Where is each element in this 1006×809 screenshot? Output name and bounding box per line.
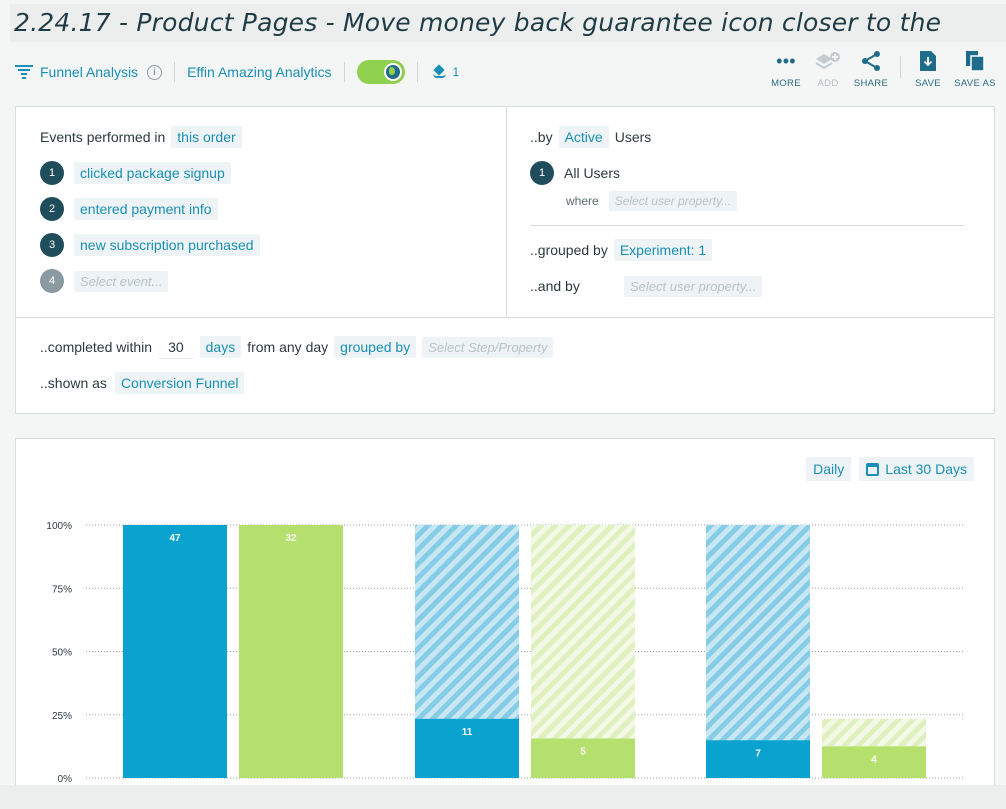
step-number: 3 — [40, 233, 64, 257]
conversion-bar — [123, 525, 227, 778]
step-property-selector[interactable]: Select Step/Property — [422, 336, 554, 358]
more-button[interactable]: ••• MORE — [764, 48, 808, 90]
y-tick-label: 0% — [58, 774, 73, 785]
y-tick-label: 100% — [46, 521, 72, 532]
dropoff-bar — [706, 525, 810, 778]
visualization-selector[interactable]: Conversion Funnel — [114, 372, 245, 394]
share-icon — [849, 48, 893, 74]
event-selector[interactable]: entered payment info — [74, 198, 218, 220]
grouped-by-row: ..grouped by Experiment: 1 — [530, 238, 713, 262]
event-step-1: 1 clicked package signup — [40, 161, 231, 185]
toolbar: Funnel Analysis i Effin Amazing Analytic… — [0, 48, 1006, 98]
save-icon — [906, 48, 950, 74]
conversion-bar — [531, 738, 635, 778]
conversion-bar — [706, 740, 810, 778]
bar-count-label: 47 — [169, 533, 181, 544]
bar-count-label: 4 — [871, 754, 877, 765]
order-selector[interactable]: this order — [171, 126, 242, 148]
bar-count-label: 5 — [580, 747, 586, 758]
y-tick-label: 50% — [52, 648, 72, 659]
more-dots-icon: ••• — [776, 50, 796, 71]
event-step-4: 4 Select event... — [40, 269, 169, 293]
window-unit-selector[interactable]: days — [199, 336, 242, 358]
layers-count: 1 — [452, 65, 460, 79]
event-selector[interactable]: new subscription purchased — [74, 234, 260, 256]
bar-count-label: 7 — [755, 748, 761, 759]
conversion-bar — [415, 718, 519, 778]
segment-name[interactable]: All Users — [564, 165, 621, 181]
event-step-3: 3 new subscription purchased — [40, 233, 260, 257]
dropoff-bar — [531, 525, 635, 778]
globe-icon — [385, 65, 400, 79]
public-toggle[interactable] — [356, 60, 405, 84]
bar-count-label: 32 — [285, 533, 297, 544]
by-row: ..by Active Users — [530, 125, 651, 149]
segment-row: 1 All Users — [530, 161, 620, 185]
step-number: 1 — [40, 161, 64, 185]
layers-icon — [432, 65, 448, 79]
interval-selector[interactable]: Daily — [806, 457, 852, 481]
shown-as-row: ..shown as Conversion Funnel — [40, 371, 245, 395]
divider — [416, 62, 418, 82]
conversion-bar — [822, 746, 926, 778]
window-length-input[interactable]: 30 — [158, 335, 194, 359]
active-selector[interactable]: Active — [558, 126, 609, 148]
user-property-selector[interactable]: Select user property... — [608, 191, 738, 211]
save-button[interactable]: SAVE — [906, 48, 950, 89]
report-title[interactable]: 2.24.17 - Product Pages - Move money bac… — [14, 8, 942, 37]
layers-button[interactable]: 1 — [432, 65, 460, 79]
chart-panel: Daily Last 30 Days 100% 75% 50% 25% 0% 47 32 11… — [15, 438, 995, 798]
report-info: Funnel Analysis i Effin Amazing Analytic… — [15, 60, 459, 84]
add-to-dashboard-icon — [806, 48, 850, 74]
add-event-selector[interactable]: Select event... — [74, 270, 169, 292]
divider — [900, 56, 901, 78]
step-number: 2 — [40, 197, 64, 221]
report-type-link[interactable]: Funnel Analysis — [40, 64, 139, 80]
segment-number: 1 — [530, 161, 554, 185]
query-builder: Events performed in this order 1 clicked… — [15, 106, 995, 414]
date-range-selector[interactable]: Last 30 Days — [859, 457, 974, 481]
toggle-knob — [383, 63, 402, 81]
divider — [343, 62, 345, 82]
save-as-button[interactable]: SAVE AS — [951, 48, 999, 89]
funnel-chart: 100% 75% 50% 25% 0% 47 32 11 5 7 4 — [46, 521, 963, 785]
funnel-icon — [15, 65, 33, 79]
step-number: 4 — [40, 269, 64, 293]
y-tick-label: 25% — [52, 711, 72, 722]
grouped-by-toggle[interactable]: grouped by — [334, 336, 417, 358]
completed-row: ..completed within 30 days from any day … — [40, 335, 554, 359]
footer-bar — [0, 785, 1006, 809]
events-header: Events performed in this order — [40, 125, 242, 149]
bar-count-label: 11 — [462, 727, 473, 738]
event-selector[interactable]: clicked package signup — [74, 162, 231, 184]
conversion-bar — [239, 525, 343, 778]
and-by-selector[interactable]: Select user property... — [624, 275, 763, 297]
add-button[interactable]: ADD — [806, 48, 850, 89]
share-button[interactable]: SHARE — [849, 48, 893, 89]
divider — [174, 62, 176, 82]
grouped-by-selector[interactable]: Experiment: 1 — [613, 239, 713, 261]
event-step-2: 2 entered payment info — [40, 197, 218, 221]
where-row: where Select user property... — [566, 189, 738, 213]
and-by-row: ..and by Select user property... — [530, 274, 763, 298]
date-range-label: Last 30 Days — [885, 461, 967, 477]
y-tick-label: 75% — [52, 584, 72, 595]
title-bar: 2.24.17 - Product Pages - Move money bac… — [10, 4, 1006, 42]
info-icon[interactable]: i — [147, 64, 163, 80]
chart-controls: Daily Last 30 Days — [798, 457, 974, 481]
project-link[interactable]: Effin Amazing Analytics — [187, 64, 332, 80]
calendar-icon — [866, 462, 880, 476]
save-as-icon — [951, 48, 999, 74]
